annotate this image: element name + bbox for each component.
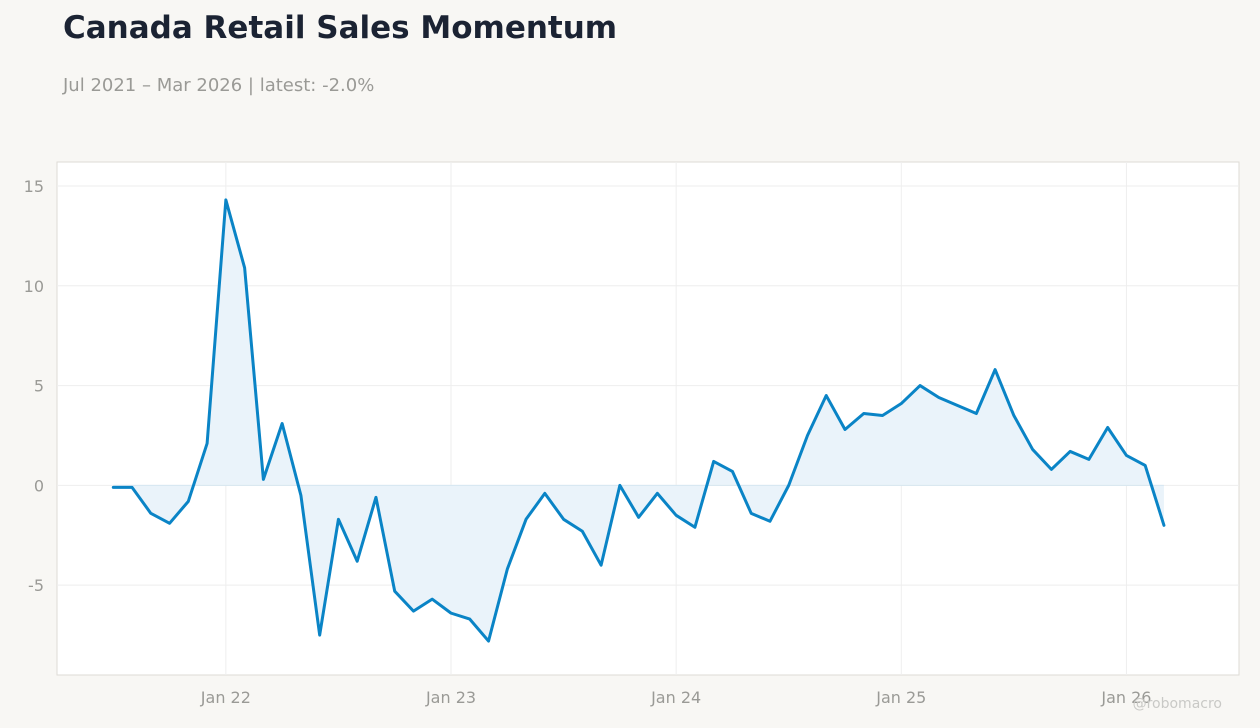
x-tick-label: Jan 26 (1100, 688, 1151, 707)
y-tick-label: 0 (34, 476, 44, 495)
y-tick-label: 15 (24, 177, 44, 196)
x-tick-label: Jan 24 (650, 688, 701, 707)
chart-title: Canada Retail Sales Momentum (63, 10, 618, 46)
x-axis-ticks: Jan 22 Jan 23 Jan 24 Jan 25 Jan 26 (200, 688, 1152, 707)
x-tick-label: Jan 23 (425, 688, 476, 707)
series-line (111, 198, 1166, 643)
y-tick-label: -5 (28, 576, 44, 595)
chart-subtitle: Jul 2021 – Mar 2026 | latest: -2.0% (63, 75, 375, 96)
x-tick-label: Jan 25 (875, 688, 926, 707)
watermark: @robomacro (1132, 696, 1222, 712)
x-tick-label: Jan 22 (200, 688, 251, 707)
area-fill (113, 199, 1164, 642)
y-axis-ticks: -5 0 5 10 15 (24, 177, 44, 595)
y-tick-label: 5 (34, 377, 44, 396)
y-tick-label: 10 (24, 277, 44, 296)
